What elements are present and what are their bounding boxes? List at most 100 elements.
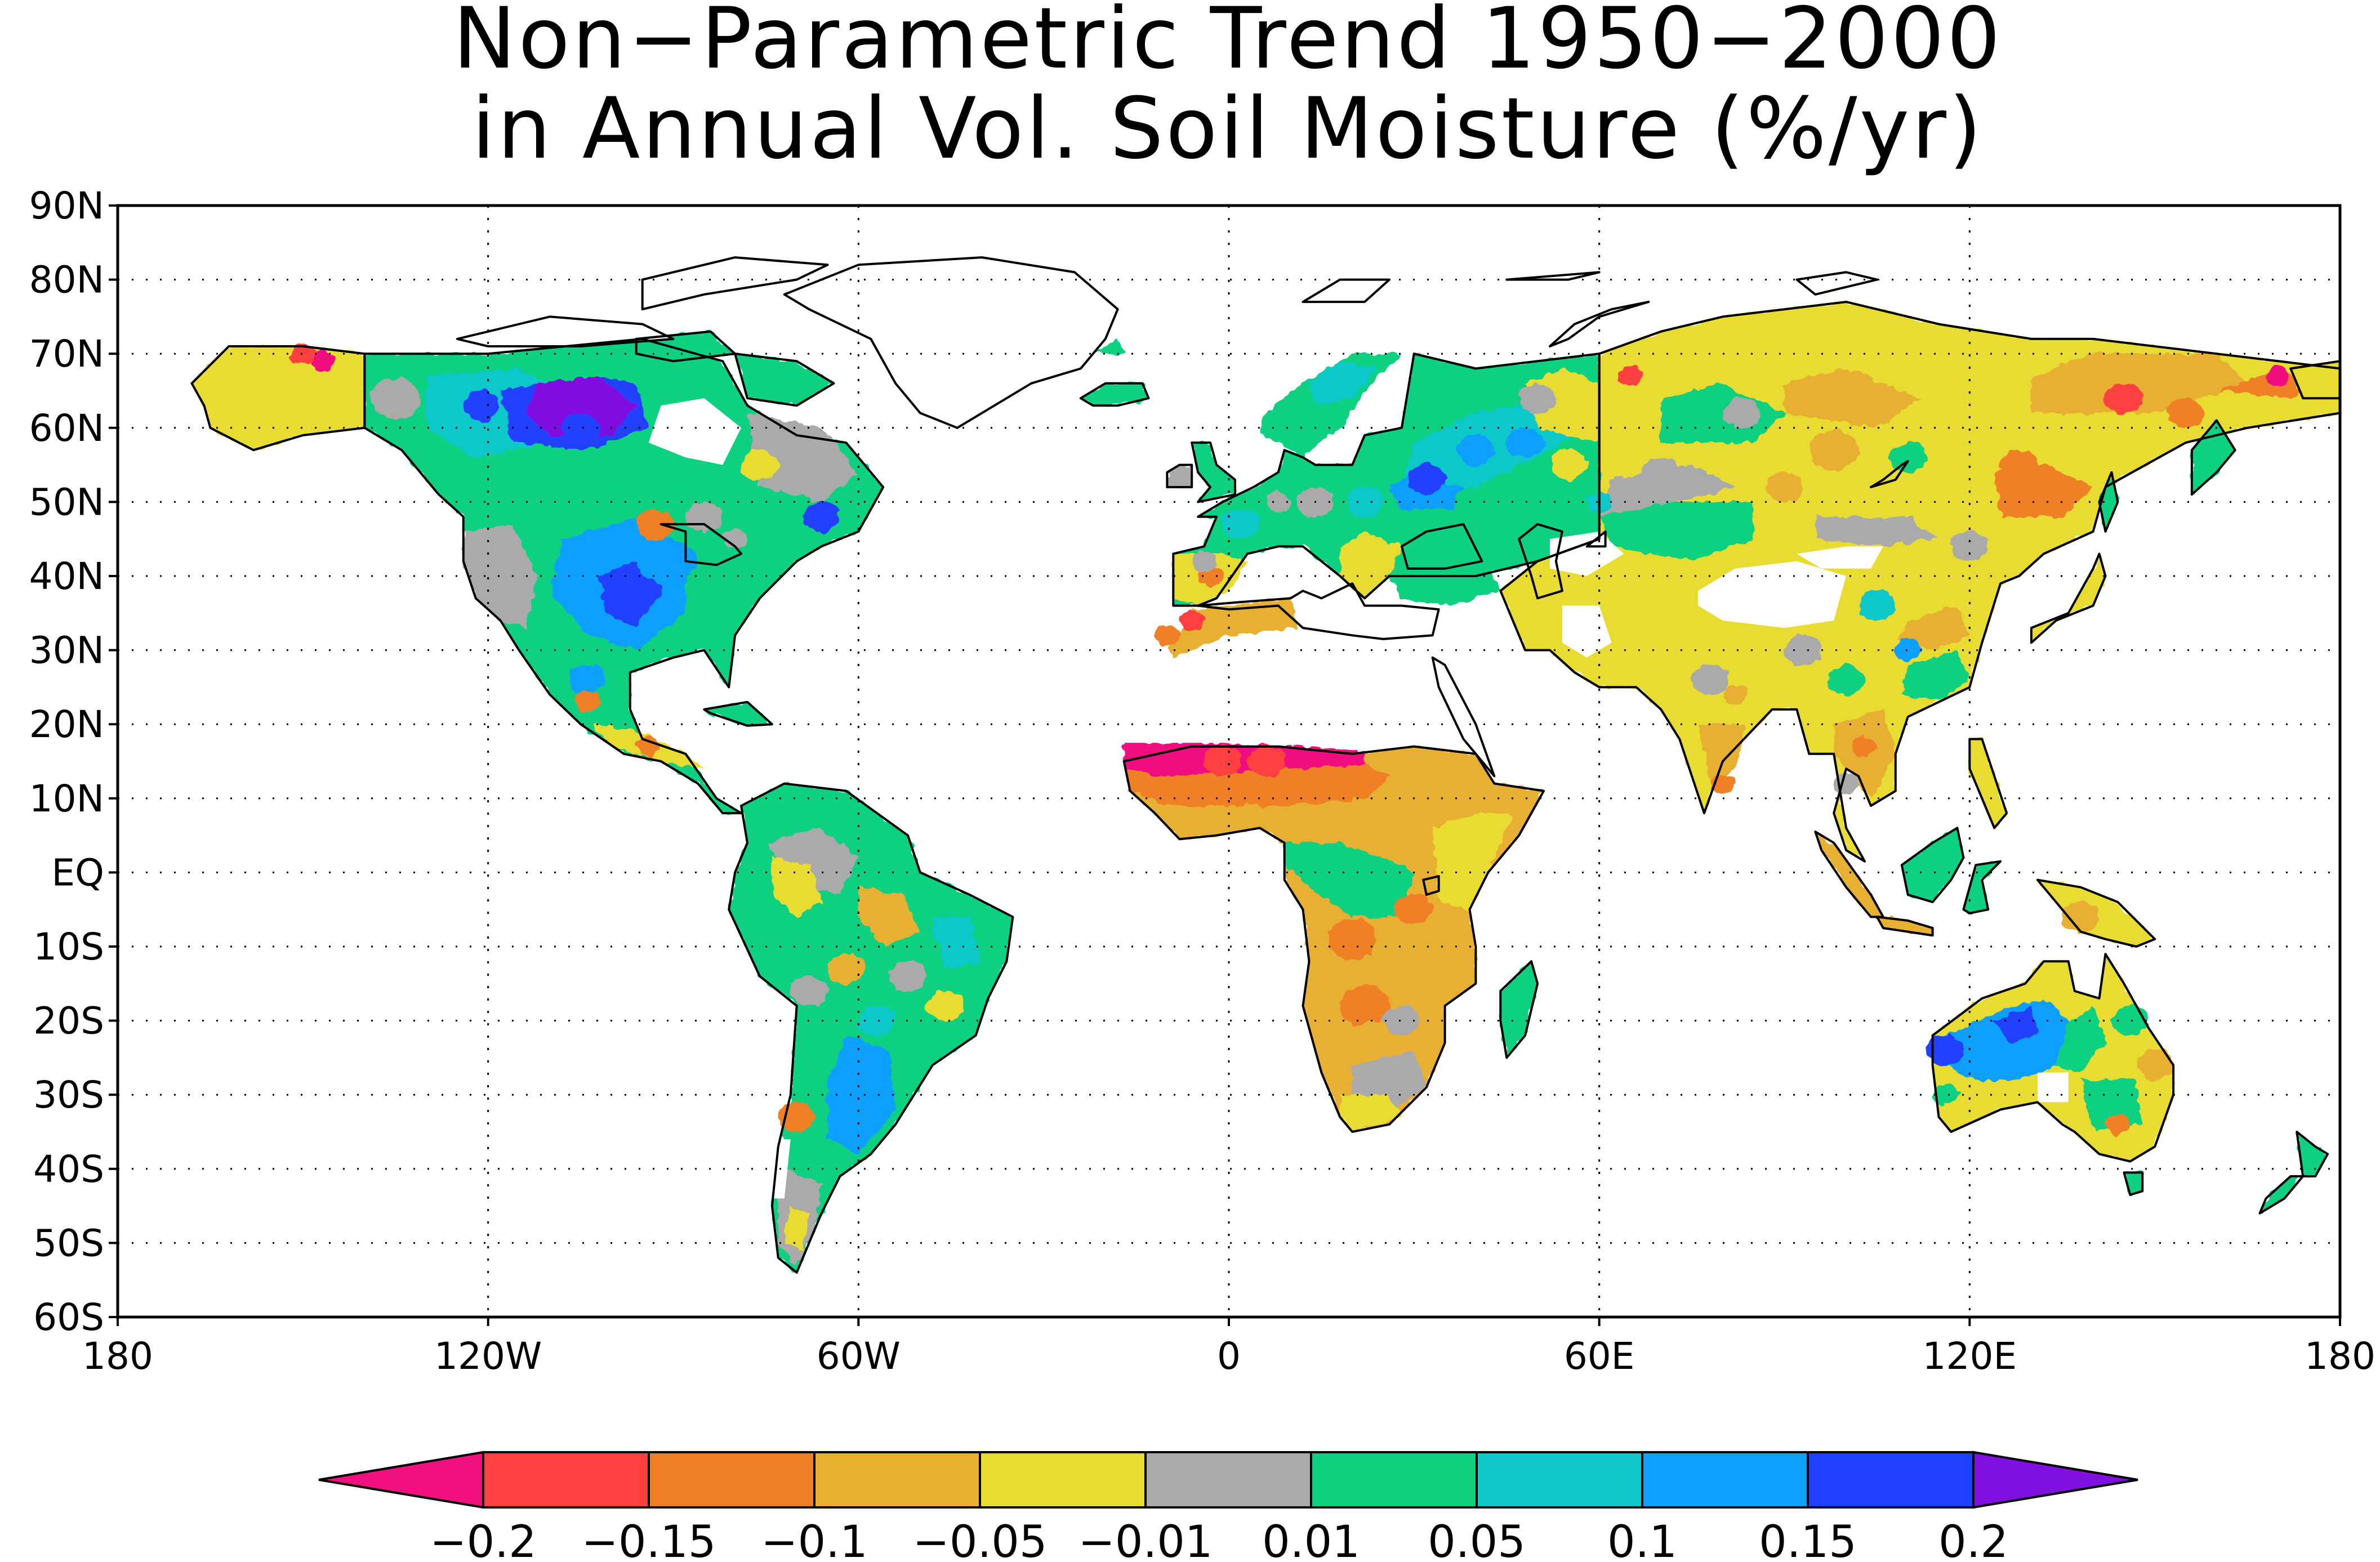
- trend-blotch: [1766, 472, 1803, 503]
- trend-region-aus-nw-dark: [1994, 1006, 2038, 1043]
- lat-tick-label: EQ: [51, 851, 104, 894]
- coastline-nz-north: [2296, 1131, 2329, 1177]
- water-baikal: [1870, 460, 1909, 489]
- trend-region-nz-south: [2259, 1176, 2303, 1213]
- trend-blotch: [2136, 1050, 2174, 1081]
- trend-blotch: [827, 953, 865, 984]
- trend-region-hudson-ring: [500, 376, 649, 450]
- coastline-australia: [1931, 953, 2175, 1163]
- colorbar-box: [1310, 1451, 1478, 1509]
- trend-blotch: [723, 529, 748, 550]
- trend-region-philippines: [1969, 739, 2007, 828]
- coastline-madagascar: [1499, 960, 1539, 1059]
- trend-region-sakhalin: [2099, 472, 2118, 532]
- coastline-south-america: [728, 782, 1014, 1274]
- no-data-ellesmere: [642, 257, 828, 310]
- colorbar-box: [1641, 1451, 1809, 1509]
- coastline-alaska: [190, 345, 366, 452]
- trend-blotch: [1204, 746, 1241, 776]
- trend-blotch: [2105, 1114, 2131, 1135]
- colorbar-box: [1144, 1451, 1312, 1509]
- coastline-ellesmere: [641, 256, 829, 311]
- no-data-hudson-bay: [648, 398, 742, 465]
- trend-blotch: [1247, 746, 1285, 776]
- trend-blotch: [1889, 442, 1927, 473]
- water-black-sea: [1400, 523, 1483, 570]
- trend-region-labrador: [747, 413, 859, 502]
- colorbar-label: −0.01: [1078, 1517, 1213, 1562]
- water-caspian-sea: [1518, 523, 1563, 600]
- trend-blotch: [1192, 551, 1217, 572]
- trend-blotch: [1383, 1005, 1420, 1036]
- trend-blotch: [2000, 449, 2038, 480]
- trend-blotch: [1617, 365, 1643, 386]
- trend-blotch: [1155, 625, 1180, 646]
- trend-blotch: [636, 508, 674, 539]
- coastline-novaya-zemlya: [1549, 301, 1650, 347]
- colorbar-label: −0.05: [912, 1517, 1047, 1562]
- trend-region-aus-c-g: [2056, 1006, 2106, 1073]
- coastline-greenland: [783, 256, 1119, 429]
- trend-blotch: [1395, 894, 1433, 925]
- coastline-ireland: [1166, 463, 1193, 489]
- trend-blotch: [1642, 457, 1680, 488]
- coastline-europe: [1172, 352, 1601, 607]
- colorbar-extend-low: [318, 1451, 484, 1509]
- coastline-severnaya: [1795, 271, 1878, 296]
- colorbar-box: [1807, 1451, 1975, 1509]
- lat-tick-label: 40S: [33, 1148, 104, 1191]
- trend-region-china-e-o: [1895, 605, 1970, 650]
- trend-blotch: [1519, 383, 1557, 414]
- trend-blotch: [309, 351, 334, 372]
- lat-tick-label: 90N: [29, 184, 104, 227]
- trend-blotch: [1809, 430, 1859, 471]
- colorbar-box: [979, 1451, 1147, 1509]
- colorbar-label: −0.15: [581, 1517, 716, 1562]
- chart-title-line-2: in Annual Vol. Soil Moisture (%/yr): [471, 80, 1984, 178]
- trend-blotch: [1951, 412, 1989, 443]
- coastline-svalbard: [1302, 278, 1390, 304]
- colorbar-label: 0.15: [1759, 1517, 1857, 1562]
- trend-blotch: [1926, 1035, 1964, 1066]
- trend-region-india-o: [1698, 724, 1748, 784]
- water-mediterranean: [1197, 582, 1440, 640]
- trend-blotch: [1222, 508, 1260, 539]
- trend-blotch: [229, 371, 279, 411]
- trend-blotch: [926, 990, 964, 1021]
- no-data-sahara: [1124, 635, 1464, 751]
- coastline-uk: [1191, 441, 1236, 503]
- lat-tick-label: 30S: [33, 1073, 104, 1117]
- trend-blotch: [1265, 492, 1291, 512]
- trend-region-sumatra: [1815, 832, 1883, 917]
- lon-tick-label: 120E: [1922, 1335, 2017, 1378]
- no-data-aus-c-blank: [2037, 1072, 2069, 1103]
- coastline-iceland: [1079, 382, 1150, 407]
- colorbar-box: [482, 1451, 650, 1509]
- no-data-severnaya: [1797, 272, 1877, 294]
- lon-tick-label: 180: [82, 1335, 153, 1378]
- trend-blotch: [2266, 365, 2291, 386]
- coastline-chukotka: [2289, 360, 2340, 400]
- trend-blotch: [1457, 435, 1495, 466]
- coastline-arctic-archipelago: [456, 315, 675, 347]
- trend-region-alaska: [191, 346, 365, 450]
- trend-region-ne-siberia: [2031, 354, 2248, 413]
- trend-region-chukotka: [2290, 361, 2340, 399]
- trend-blotch: [1722, 398, 1760, 429]
- lat-tick-label: 40N: [29, 555, 104, 598]
- trend-region-ireland: [1167, 465, 1192, 488]
- trend-region-mongolia-gray: [1815, 516, 1939, 547]
- colorbar-box: [813, 1451, 981, 1509]
- trend-blotch: [1963, 1050, 2001, 1081]
- coastline-japan: [2030, 552, 2107, 644]
- lat-tick-label: 50S: [33, 1221, 104, 1265]
- trend-blotch: [574, 691, 599, 712]
- trend-blotch: [1549, 449, 1587, 480]
- lat-tick-label: 80N: [29, 258, 104, 302]
- trend-blotch: [889, 961, 926, 992]
- trend-blotch: [790, 976, 828, 1006]
- trend-field: [191, 302, 2340, 1273]
- trend-blotch: [2000, 1042, 2038, 1073]
- lon-tick-label: 60W: [817, 1335, 901, 1378]
- trend-blotch: [1340, 985, 1390, 1027]
